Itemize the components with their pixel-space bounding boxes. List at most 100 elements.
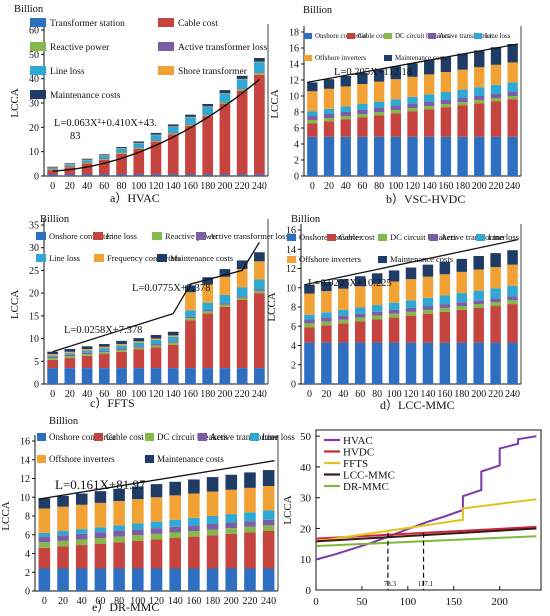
bar-a-line_loss — [236, 79, 248, 89]
legend-label-d: Maintenance costs — [390, 254, 453, 264]
y-axis-label-e: LCCA — [0, 501, 12, 530]
bar-e-dc_breakers — [94, 538, 107, 544]
bar-d-offshore_inverters — [473, 269, 484, 291]
bar-a-active_transformer_loss — [64, 165, 76, 167]
bar-d-onshore_converter — [490, 342, 501, 384]
bar-e-dc_breakers — [188, 531, 200, 537]
legend-swatch-c — [93, 232, 103, 240]
bar-a-maintenance — [47, 166, 58, 168]
bar-a-cable_cost — [64, 167, 76, 175]
bar-e-onshore_converter — [113, 568, 125, 591]
bar-d-active_transformer — [304, 319, 315, 324]
legend-label-e: Offshore inverters — [49, 454, 115, 464]
bar-b-cable_cost — [440, 107, 452, 137]
bar-d-cable_cost — [439, 311, 451, 343]
bar-e-dc_breakers — [132, 535, 144, 541]
xtick-label-f: 150 — [446, 596, 463, 608]
ytick-label-a: 10 — [29, 147, 39, 158]
bar-d-cable_cost — [388, 317, 400, 343]
xtick-label-c: 100 — [131, 389, 146, 400]
bar-b-dc_breakers — [474, 100, 485, 104]
bar-a-maintenance — [64, 163, 76, 165]
bar-c-frequency_converters — [202, 284, 214, 303]
bar-d-line_loss — [338, 309, 349, 316]
bar-d-cable_cost — [304, 327, 315, 343]
bar-a-line_loss — [219, 93, 231, 102]
ytick-label-b: 0 — [294, 172, 299, 183]
bar-b-maintenance — [340, 76, 351, 87]
bar-e-active_transformer — [150, 528, 163, 534]
bar-b-onshore_converter — [490, 136, 502, 176]
bar-c-onshore_converter — [236, 368, 248, 384]
xtick-label-d: 100 — [387, 389, 402, 400]
bar-a-reactive_power — [116, 152, 127, 154]
fit-label-d: L=0.0205X+10.225 — [308, 278, 392, 289]
legend-label-ffts: FFTS — [343, 458, 368, 470]
ytick-label-e: 8 — [25, 512, 30, 523]
legend-swatch-c — [36, 254, 46, 262]
bar-b-dc_breakers — [307, 120, 318, 124]
bar-d-onshore_converter — [388, 342, 400, 384]
bar-b-maintenance — [407, 63, 418, 77]
bar-b-line_loss — [407, 96, 418, 104]
bar-b-onshore_converter — [373, 136, 385, 176]
bar-b-dc_breakers — [340, 116, 351, 120]
legend-label-d: DC circuit breakers — [390, 232, 457, 242]
bar-c-frequency_converters — [254, 261, 265, 280]
xtick-label-e: 140 — [168, 596, 183, 607]
bar-d-dc_breakers — [354, 317, 366, 322]
legend-label-d: Offshore inverters — [299, 254, 361, 264]
bar-d-dc_breakers — [405, 311, 417, 316]
bar-d-offshore_inverters — [405, 279, 417, 301]
legend-label-c: Reactive power — [165, 231, 218, 241]
y-axis-label-a: LCCA — [9, 88, 21, 117]
legend-swatch-a — [30, 42, 46, 51]
legend-swatch-e — [37, 455, 46, 463]
xtick-label-e: 180 — [205, 596, 220, 607]
xtick-label-b: 220 — [488, 181, 503, 192]
bar-b-offshore_inverters — [424, 74, 435, 95]
bar-e-offshore_inverters — [262, 486, 275, 511]
bar-b-active_transformer — [407, 104, 418, 108]
bar-e-line_loss — [150, 521, 163, 529]
legend-label-c: Maintenance costs — [170, 253, 233, 263]
ytick-label-d: 14 — [286, 245, 296, 256]
bar-b-cable_cost — [357, 117, 368, 137]
bar-b-line_loss — [457, 89, 468, 98]
caption-c: c）FFTS — [90, 396, 135, 410]
bar-c-maintenance — [185, 285, 196, 293]
bar-a-reactive_power — [219, 102, 231, 104]
bar-b-onshore_converter — [507, 136, 518, 176]
bar-b-line_loss — [424, 94, 435, 102]
bar-a-maintenance — [185, 114, 196, 117]
bar-b-maintenance — [307, 82, 318, 92]
xtick-label-b: 120 — [405, 181, 420, 192]
legend-swatch-e — [145, 455, 154, 463]
bar-c-onshore_converter — [98, 368, 110, 384]
bar-c-maintenance — [167, 331, 179, 336]
bar-e-cable_cost — [94, 543, 107, 569]
bar-a-maintenance — [133, 141, 145, 143]
bar-c-reactive_power — [47, 358, 58, 360]
bar-d-offshore_inverters — [354, 286, 366, 308]
bar-e-offshore_inverters — [169, 495, 181, 520]
fit-label-a: L=0.063X²+0.410X+43. — [54, 118, 157, 129]
xtick-label-e: 60 — [95, 596, 105, 607]
bar-b-cable_cost — [490, 101, 502, 137]
bar-d-onshore_converter — [405, 342, 417, 384]
bar-d-offshore_inverters — [388, 281, 400, 303]
bar-a-reactive_power — [81, 162, 93, 164]
bar-a-maintenance — [167, 124, 179, 127]
bar-c-line_loss — [47, 355, 58, 357]
bar-b-offshore_inverters — [490, 64, 502, 85]
xtick-label-a: 0 — [50, 181, 55, 192]
ytick-label-d: 8 — [291, 303, 296, 314]
bar-a-active_transformer_loss — [167, 132, 179, 134]
bar-a-line_loss — [81, 160, 93, 163]
ytick-label-b: 18 — [289, 28, 299, 39]
xtick-label-c: 160 — [183, 389, 198, 400]
bar-d-onshore_converter — [371, 342, 383, 384]
bar-c-line_loss_red — [185, 320, 196, 369]
legend-label-a: Reactive power — [50, 43, 110, 53]
